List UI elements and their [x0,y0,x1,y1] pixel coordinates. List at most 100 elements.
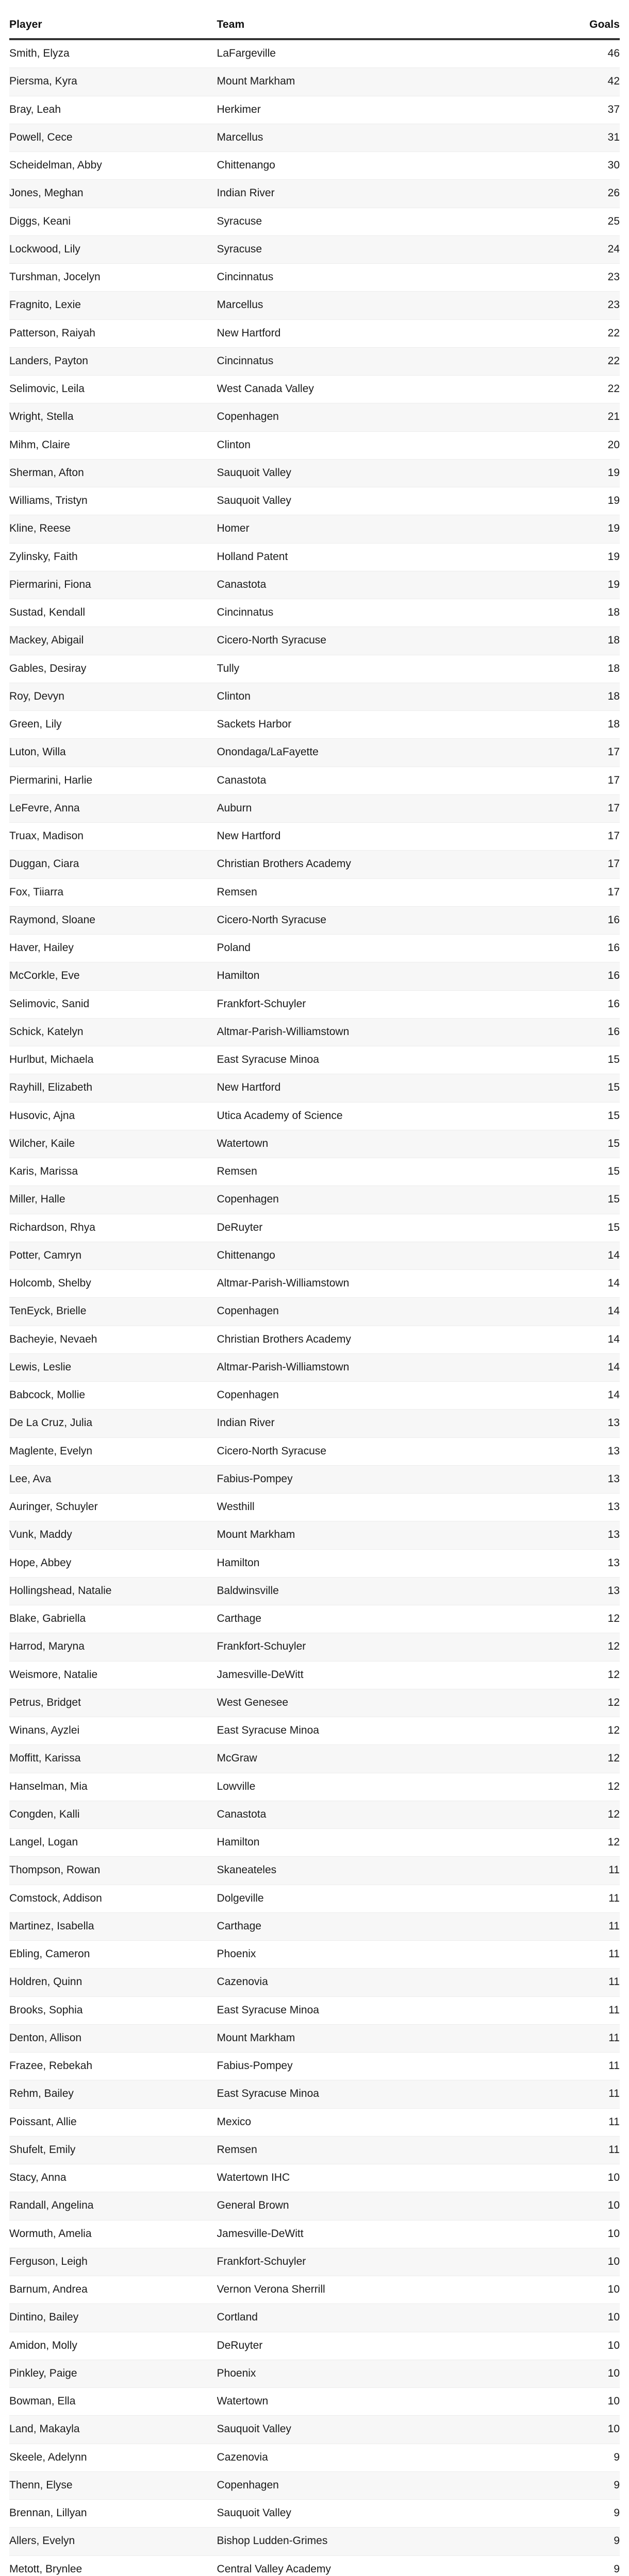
cell-player: Holcomb, Shelby [9,1269,217,1298]
table-row: Roy, Devyn Clinton 18 [9,683,620,711]
cell-team: Watertown [217,1130,525,1159]
cell-goals: 25 [525,208,620,236]
table-row: LeFevre, Anna Auburn 17 [9,794,620,823]
cell-goals: 10 [525,2360,620,2388]
cell-goals: 12 [525,1605,620,1634]
cell-goals: 11 [525,2052,620,2081]
table-row: Ferguson, Leigh Frankfort-Schuyler 10 [9,2248,620,2277]
column-header-player[interactable]: Player [9,0,217,40]
cell-player: Duggan, Ciara [9,850,217,879]
cell-team: Carthage [217,1912,525,1941]
cell-team: Hamilton [217,962,525,991]
cell-team: Cortland [217,2303,525,2332]
table-row: Bowman, Ella Watertown 10 [9,2387,620,2416]
cell-player: Husovic, Ajna [9,1102,217,1130]
table-row: Thompson, Rowan Skaneateles 11 [9,1856,620,1885]
cell-goals: 14 [525,1353,620,1382]
table-row: Sustad, Kendall Cincinnatus 18 [9,599,620,628]
cell-goals: 30 [525,151,620,180]
cell-team: Fabius-Pompey [217,2052,525,2081]
table-body: Smith, Elyza LaFargeville 46 Piersma, Kyra M… [9,39,620,2576]
cell-goals: 19 [525,459,620,488]
cell-team: LaFargeville [217,39,525,69]
cell-player: Ferguson, Leigh [9,2248,217,2277]
cell-player: Bray, Leah [9,96,217,124]
cell-player: Barnum, Andrea [9,2276,217,2304]
cell-player: Raymond, Sloane [9,906,217,935]
cell-goals: 15 [525,1158,620,1187]
table-row: Ebling, Cameron Phoenix 11 [9,1940,620,1969]
cell-goals: 10 [525,2164,620,2193]
table-row: Skeele, Adelynn Cazenovia 9 [9,2444,620,2472]
cell-goals: 13 [525,1465,620,1494]
table-row: Jones, Meghan Indian River 26 [9,179,620,208]
cell-goals: 16 [525,990,620,1019]
table-row: Rayhill, Elizabeth New Hartford 15 [9,1074,620,1103]
cell-team: Clinton [217,683,525,711]
cell-goals: 11 [525,1940,620,1969]
header-row: Player Team Goals [9,0,620,40]
cell-team: Cazenovia [217,2444,525,2472]
cell-goals: 21 [525,403,620,432]
table-row: Poissant, Allie Mexico 11 [9,2108,620,2137]
cell-goals: 11 [525,1856,620,1885]
cell-team: Remsen [217,2136,525,2165]
cell-player: Potter, Camryn [9,1242,217,1270]
cell-goals: 11 [525,2080,620,2109]
cell-team: Copenhagen [217,1297,525,1326]
cell-player: Stacy, Anna [9,2164,217,2193]
cell-player: Land, Makayla [9,2415,217,2444]
cell-goals: 18 [525,655,620,683]
cell-team: Bishop Ludden-Grimes [217,2527,525,2556]
cell-team: Poland [217,934,525,963]
cell-goals: 15 [525,1074,620,1103]
cell-team: Copenhagen [217,1185,525,1214]
cell-team: New Hartford [217,1074,525,1103]
table-row: Auringer, Schuyler Westhill 13 [9,1493,620,1522]
cell-player: Sherman, Afton [9,459,217,488]
cell-player: Haver, Hailey [9,934,217,963]
column-header-team[interactable]: Team [217,0,525,40]
cell-goals: 16 [525,906,620,935]
cell-goals: 10 [525,2415,620,2444]
table-row: Rehm, Bailey East Syracuse Minoa 11 [9,2080,620,2109]
cell-team: Sauquoit Valley [217,459,525,488]
cell-player: Hope, Abbey [9,1549,217,1578]
cell-team: Herkimer [217,96,525,124]
table-row: Truax, Madison New Hartford 17 [9,822,620,851]
cell-player: Selimovic, Sanid [9,990,217,1019]
cell-player: Kline, Reese [9,515,217,544]
cell-player: Landers, Payton [9,347,217,376]
cell-goals: 10 [525,2276,620,2304]
cell-player: Weismore, Natalie [9,1661,217,1689]
cell-player: Mackey, Abigail [9,626,217,655]
cell-team: Sauquoit Valley [217,2415,525,2444]
cell-goals: 17 [525,738,620,767]
cell-player: Fox, Tiiarra [9,878,217,907]
table-row: Brennan, Lillyan Sauquoit Valley 9 [9,2499,620,2528]
cell-team: Homer [217,515,525,544]
column-header-goals[interactable]: Goals [525,0,620,40]
cell-goals: 19 [525,487,620,516]
table-row: Pinkley, Paige Phoenix 10 [9,2360,620,2388]
table-row: Landers, Payton Cincinnatus 22 [9,347,620,376]
cell-team: Mexico [217,2108,525,2137]
table-row: Comstock, Addison Dolgeville 11 [9,1885,620,1913]
cell-goals: 17 [525,794,620,823]
cell-team: Mount Markham [217,67,525,96]
cell-goals: 14 [525,1381,620,1410]
cell-player: McCorkle, Eve [9,962,217,991]
cell-team: Watertown [217,2387,525,2416]
cell-player: Zylinsky, Faith [9,543,217,571]
cell-player: Roy, Devyn [9,683,217,711]
table-row: Congden, Kalli Canastota 12 [9,1801,620,1829]
cell-player: Comstock, Addison [9,1885,217,1913]
player-goals-table: Player Team Goals Smith, Elyza LaFargevil… [9,0,620,2576]
cell-goals: 12 [525,1661,620,1689]
table-row: Selimovic, Sanid Frankfort-Schuyler 16 [9,990,620,1019]
cell-player: Selimovic, Leila [9,375,217,404]
table-row: Raymond, Sloane Cicero-North Syracuse 16 [9,906,620,935]
cell-player: Turshman, Jocelyn [9,263,217,292]
cell-team: Carthage [217,1605,525,1634]
cell-team: Holland Patent [217,543,525,571]
